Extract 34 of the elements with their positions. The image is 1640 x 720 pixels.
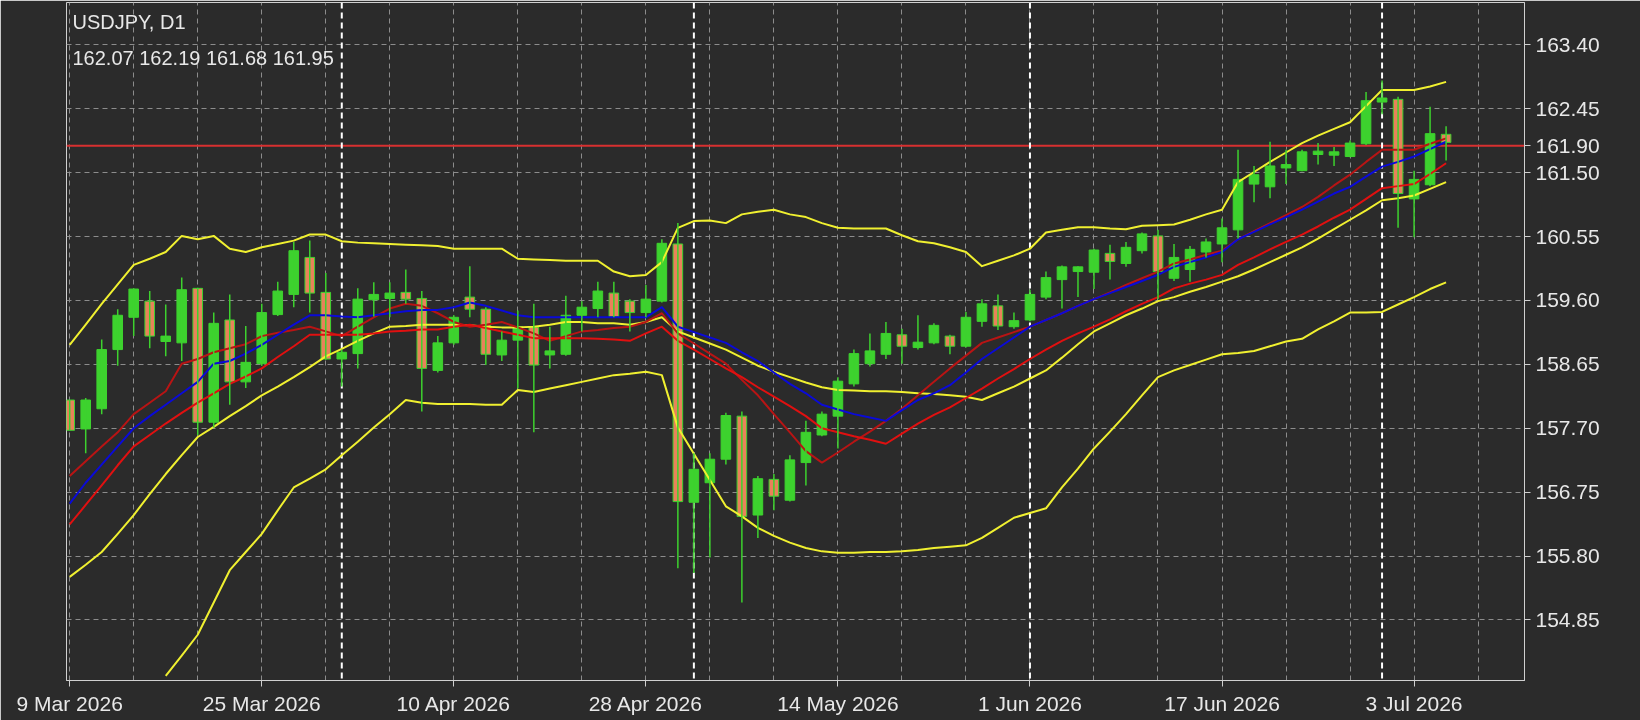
y-tick-label: 160.55 <box>1535 224 1600 248</box>
chart-title: USDJPY, D1 <box>72 10 186 33</box>
ref-line-label: 161.90 <box>1535 133 1600 157</box>
x-tick-label: 10 Apr 2026 <box>396 691 510 715</box>
candlestick <box>128 287 140 337</box>
y-tick-label: 155.80 <box>1535 544 1600 568</box>
candlestick <box>176 276 188 362</box>
y-tick-label: 154.85 <box>1535 607 1600 631</box>
y-tick-label: 156.75 <box>1535 480 1600 504</box>
candlestick <box>944 334 956 356</box>
candlestick <box>1376 79 1388 115</box>
y-tick-label: 158.65 <box>1535 352 1600 376</box>
candlestick <box>112 308 124 367</box>
text: 162.07 162.19 161.68 161.95 <box>72 46 334 69</box>
y-tick-label: 159.60 <box>1535 288 1600 312</box>
y-tick-label: 157.70 <box>1535 416 1600 440</box>
y-tick-label: 163.40 <box>1535 32 1600 56</box>
line-series <box>68 80 1448 346</box>
x-tick-label: 3 Jul 2026 <box>1365 691 1463 715</box>
x-tick-label: 17 Jun 2026 <box>1164 691 1280 715</box>
candlestick <box>144 290 156 349</box>
candlestick <box>160 303 172 358</box>
line-series <box>164 281 1448 677</box>
y-tick-label: 162.45 <box>1535 96 1600 120</box>
x-tick-label: 14 May 2026 <box>777 691 899 715</box>
candlestick <box>80 397 92 454</box>
y-tick-label: 161.50 <box>1535 160 1600 184</box>
x-tick-label: 9 Mar 2026 <box>16 691 123 715</box>
x-tick-label: 28 Apr 2026 <box>588 691 702 715</box>
candlestick <box>544 325 556 370</box>
candlestick <box>384 281 396 319</box>
candlestick <box>96 338 108 415</box>
x-tick-label: 25 Mar 2026 <box>202 691 321 715</box>
x-tick-label: 1 Jun 2026 <box>978 691 1082 715</box>
